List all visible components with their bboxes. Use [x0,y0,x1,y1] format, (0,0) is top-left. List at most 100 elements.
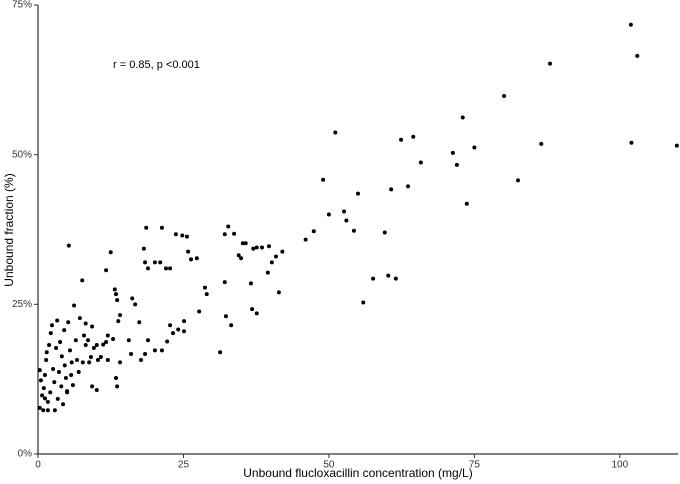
point [321,177,326,182]
point [130,296,135,301]
point [269,260,274,265]
point [152,348,157,353]
point [265,270,270,275]
point [276,290,281,295]
point [63,375,68,380]
point [548,61,552,66]
point [194,256,199,261]
point [406,184,411,189]
point [141,246,146,251]
point [361,300,366,305]
point [273,254,278,259]
point [138,358,143,363]
point [62,363,67,368]
point [386,273,391,278]
point [143,260,148,265]
point [90,324,95,329]
point [44,350,49,355]
point [66,243,71,248]
point [45,408,50,413]
point [280,249,285,254]
point [40,393,45,398]
point [180,233,185,238]
point [59,384,64,389]
point [86,338,91,343]
point [164,266,168,271]
point [145,338,150,343]
point [342,209,347,214]
point [56,369,61,374]
point [516,178,520,183]
point [472,145,477,150]
point [145,266,150,271]
annotation: r = 0.85, p <0.001 [113,59,200,71]
point [94,387,99,392]
point [240,241,245,246]
point [80,360,85,365]
point [248,281,253,286]
point [158,260,163,265]
point [239,256,244,261]
point [635,53,640,58]
point [202,285,207,290]
point [418,160,423,165]
point [411,134,416,139]
point [450,150,455,155]
x-axis-title: Unbound flucloxacillin concentration (mg… [243,466,472,480]
point [165,339,170,344]
point [94,343,99,348]
point [80,278,85,283]
point [81,333,86,338]
point [464,201,469,206]
point [51,366,56,371]
point [222,280,227,285]
point [229,323,234,328]
point [326,212,331,217]
point [389,187,394,192]
point [66,320,71,325]
point [236,253,241,258]
point [104,340,109,345]
point [62,328,67,333]
point [37,368,42,373]
point [674,143,679,148]
y-axis-title: Unbound fraction (%) [2,173,16,286]
point [152,260,157,265]
point [184,234,189,239]
point [356,191,360,196]
point [48,390,53,395]
point [104,268,109,273]
point [72,303,77,308]
x-tick-label: 75 [469,460,481,471]
point [186,249,191,254]
point [182,329,187,334]
point [159,225,164,230]
point [73,338,78,343]
point [168,266,173,271]
point [55,318,60,323]
point [41,408,46,413]
point [197,309,202,314]
point [115,298,120,303]
point [454,162,459,167]
point [69,372,74,377]
point [45,399,50,404]
y-tick-label: 50% [12,149,32,160]
point [251,246,256,251]
point [113,292,118,297]
point [76,369,81,374]
point [111,337,116,342]
point [144,225,149,230]
point [87,360,92,365]
x-tick-label: 25 [178,460,190,471]
point [460,115,465,120]
point [48,331,53,336]
point [382,230,387,235]
point [371,276,376,281]
point [52,408,57,413]
point [311,229,316,234]
point [118,313,123,318]
point [218,350,223,355]
point [254,245,259,250]
point [222,232,227,237]
